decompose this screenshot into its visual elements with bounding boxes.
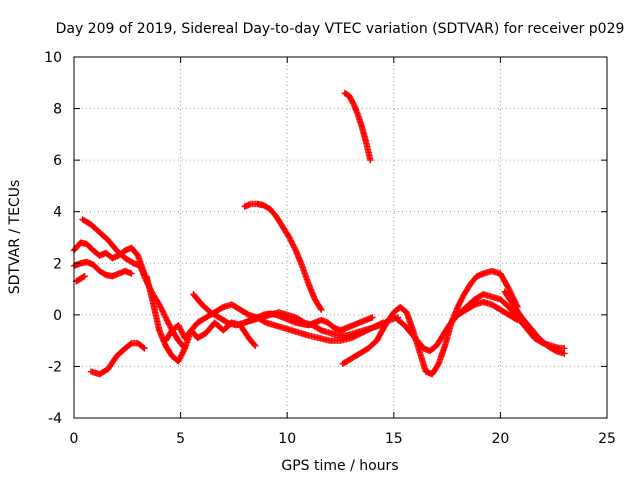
chart-title: Day 209 of 2019, Sidereal Day-to-day VTE… bbox=[56, 21, 625, 37]
y-tick-label: 2 bbox=[53, 256, 62, 272]
data-point bbox=[459, 293, 466, 301]
data-point bbox=[455, 302, 462, 309]
series-arc-11 bbox=[341, 89, 374, 164]
data-point bbox=[177, 353, 184, 361]
series-arc-9 bbox=[241, 310, 376, 334]
data-point bbox=[456, 299, 464, 307]
x-axis-label: GPS time / hours bbox=[281, 458, 398, 474]
data-point bbox=[162, 314, 169, 321]
series-layer bbox=[70, 89, 568, 378]
data-point bbox=[158, 307, 166, 314]
y-tick-label: -2 bbox=[48, 359, 62, 375]
data-point bbox=[161, 311, 168, 318]
data-point bbox=[141, 345, 148, 352]
data-point bbox=[166, 322, 174, 330]
data-point bbox=[159, 308, 167, 315]
y-tick-label: 10 bbox=[44, 50, 62, 66]
data-point bbox=[178, 352, 185, 359]
data-point bbox=[161, 312, 169, 320]
data-point bbox=[179, 330, 186, 337]
data-point bbox=[176, 355, 184, 362]
data-point bbox=[287, 237, 294, 244]
x-tick-label: 5 bbox=[176, 431, 185, 447]
data-point bbox=[175, 356, 183, 364]
data-point bbox=[514, 316, 521, 324]
data-point bbox=[81, 272, 88, 280]
y-tick-label: 6 bbox=[53, 153, 62, 169]
data-point bbox=[454, 303, 461, 311]
data-point bbox=[178, 350, 186, 358]
data-point bbox=[166, 321, 173, 328]
x-tick-label: 15 bbox=[385, 431, 403, 447]
data-point bbox=[288, 240, 296, 247]
data-point bbox=[179, 349, 186, 356]
x-tick-label: 25 bbox=[598, 431, 616, 447]
x-tick-label: 10 bbox=[278, 431, 296, 447]
x-tick-label: 0 bbox=[70, 431, 79, 447]
data-point bbox=[513, 316, 520, 323]
data-point bbox=[458, 295, 466, 302]
data-point bbox=[164, 318, 172, 325]
series-arc-5 bbox=[87, 340, 148, 378]
data-point bbox=[177, 326, 184, 333]
data-point bbox=[286, 235, 294, 243]
data-point bbox=[455, 301, 463, 308]
data-point bbox=[178, 329, 186, 336]
y-tick-label: 8 bbox=[53, 102, 62, 118]
data-point bbox=[457, 298, 464, 305]
data-point bbox=[367, 156, 374, 164]
data-point bbox=[163, 315, 170, 323]
y-tick-label: 4 bbox=[53, 205, 62, 221]
data-point bbox=[175, 323, 183, 330]
series-arc-10 bbox=[241, 200, 325, 313]
data-point bbox=[286, 234, 293, 241]
y-axis-label: SDTVAR / TECUs bbox=[7, 180, 23, 295]
data-point bbox=[288, 238, 295, 245]
data-point bbox=[158, 305, 165, 313]
data-point bbox=[176, 324, 184, 332]
data-point bbox=[561, 350, 568, 357]
data-point bbox=[290, 242, 297, 250]
data-point bbox=[251, 341, 258, 348]
data-point bbox=[180, 348, 187, 355]
plot-frame bbox=[73, 56, 608, 419]
series-arc-14 bbox=[454, 298, 521, 324]
data-point bbox=[180, 346, 188, 354]
data-point bbox=[165, 319, 172, 327]
data-point bbox=[458, 296, 465, 304]
data-point bbox=[163, 317, 171, 324]
data-point bbox=[156, 301, 163, 308]
data-point bbox=[157, 304, 164, 311]
series-arc-15 bbox=[501, 288, 568, 357]
data-point bbox=[289, 241, 297, 248]
data-point bbox=[175, 358, 182, 365]
data-point bbox=[291, 244, 298, 251]
data-point bbox=[178, 327, 185, 335]
data-point bbox=[252, 342, 259, 349]
axis-ticks: 0 5 10 15 20 25 -4 -2 0 2 4 6 8 10 bbox=[44, 50, 616, 447]
data-point bbox=[434, 361, 441, 369]
y-tick-label: 0 bbox=[53, 308, 62, 324]
data-point bbox=[291, 245, 299, 253]
data-point bbox=[156, 302, 164, 310]
series-arc-2 bbox=[70, 258, 135, 280]
data-point bbox=[128, 270, 135, 277]
x-tick-label: 20 bbox=[491, 431, 509, 447]
data-point bbox=[160, 309, 167, 317]
data-point bbox=[318, 306, 325, 313]
data-point bbox=[140, 344, 147, 351]
data-point bbox=[175, 321, 182, 329]
y-tick-label: -4 bbox=[48, 411, 62, 427]
data-point bbox=[317, 305, 324, 312]
data-point bbox=[369, 314, 376, 321]
